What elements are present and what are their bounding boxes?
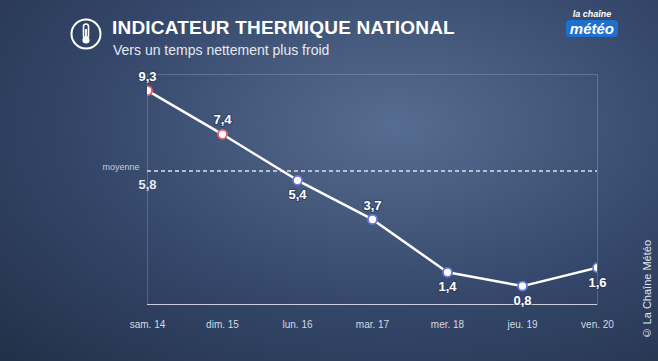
svg-text:1,4: 1,4 bbox=[438, 279, 457, 294]
svg-text:mar. 17: mar. 17 bbox=[356, 319, 390, 330]
html-text:Vers un temps nettement plus f: Vers un temps nettement plus froid bbox=[113, 42, 330, 58]
svg-text:7,4: 7,4 bbox=[213, 112, 232, 127]
svg-text:sam. 14: sam. 14 bbox=[130, 319, 166, 330]
html-text:INDICATEUR THERMIQUE NATIONAL: INDICATEUR THERMIQUE NATIONAL bbox=[112, 17, 455, 38]
svg-text:mer. 18: mer. 18 bbox=[431, 319, 465, 330]
svg-text:5,4: 5,4 bbox=[288, 187, 307, 202]
svg-text:jeu. 19: jeu. 19 bbox=[506, 319, 537, 330]
svg-text:5,8: 5,8 bbox=[138, 177, 156, 192]
svg-text:1,6: 1,6 bbox=[588, 275, 606, 290]
svg-text:0,8: 0,8 bbox=[513, 293, 531, 308]
html-text:© La Chaîne Météo: © La Chaîne Météo bbox=[641, 239, 653, 339]
svg-text:9,3: 9,3 bbox=[138, 69, 156, 84]
svg-text:lun. 16: lun. 16 bbox=[282, 319, 312, 330]
svg-text:3,7: 3,7 bbox=[363, 198, 381, 213]
svg-text:dim. 15: dim. 15 bbox=[206, 319, 239, 330]
html-text:la chaîne: la chaîne bbox=[572, 9, 612, 19]
svg-text:moyenne: moyenne bbox=[102, 162, 139, 172]
html-text:météo: météo bbox=[569, 20, 614, 37]
svg-text:ven. 20: ven. 20 bbox=[581, 319, 614, 330]
